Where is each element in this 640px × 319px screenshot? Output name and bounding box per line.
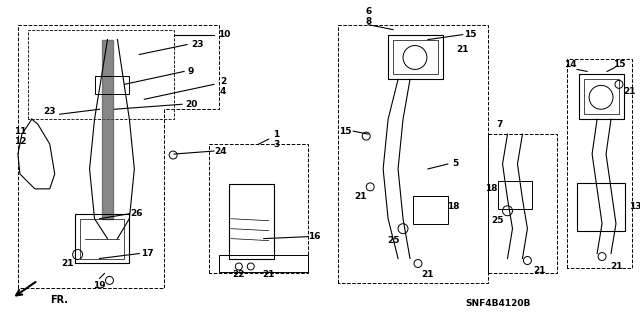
Bar	[413, 196, 448, 224]
Text: 21: 21	[533, 266, 546, 275]
Text: 17: 17	[141, 249, 154, 258]
Text: 21: 21	[456, 45, 469, 54]
Text: 12: 12	[13, 137, 26, 145]
Text: 18: 18	[447, 202, 459, 211]
Text: FR.: FR.	[50, 295, 68, 305]
Text: 15: 15	[612, 60, 625, 69]
Text: 15: 15	[339, 127, 351, 136]
Bar	[584, 79, 619, 114]
Text: 14: 14	[564, 60, 577, 69]
Text: 25: 25	[492, 216, 504, 225]
Text: 15: 15	[465, 30, 477, 39]
Text: 21: 21	[611, 262, 623, 271]
Text: 16: 16	[308, 232, 321, 241]
Bar	[219, 255, 308, 272]
Bar	[75, 214, 129, 263]
Text: 5: 5	[452, 160, 459, 168]
Text: 7: 7	[497, 120, 503, 129]
Text: 2: 2	[220, 77, 226, 86]
Text: 21: 21	[262, 270, 275, 279]
Text: 24: 24	[214, 146, 227, 156]
Bar	[577, 183, 625, 231]
Bar	[229, 184, 274, 258]
Text: 18: 18	[485, 184, 498, 193]
Text: 8: 8	[365, 17, 371, 26]
Text: 21: 21	[422, 270, 434, 279]
Text: 4: 4	[220, 87, 226, 96]
Text: 3: 3	[273, 140, 280, 149]
Text: 20: 20	[185, 100, 197, 109]
Text: 1: 1	[273, 130, 280, 139]
Text: 23: 23	[191, 40, 204, 49]
Bar	[95, 77, 129, 94]
Text: 19: 19	[93, 281, 106, 290]
Text: 11: 11	[13, 127, 26, 136]
Bar	[388, 34, 443, 79]
Bar	[497, 181, 532, 209]
Text: 13: 13	[628, 202, 640, 211]
Text: 21: 21	[354, 192, 367, 201]
Text: 21: 21	[61, 259, 74, 268]
Text: 25: 25	[387, 236, 399, 245]
Text: 9: 9	[188, 67, 195, 76]
Text: 21: 21	[623, 87, 636, 96]
Bar	[579, 74, 624, 119]
Text: 23: 23	[44, 107, 56, 116]
Bar	[79, 219, 124, 258]
Text: 6: 6	[365, 7, 371, 16]
Text: SNF4B4120B: SNF4B4120B	[465, 299, 531, 308]
Text: 22: 22	[232, 270, 245, 279]
Text: 10: 10	[218, 30, 230, 39]
Text: 26: 26	[130, 209, 143, 218]
Bar	[393, 40, 438, 74]
